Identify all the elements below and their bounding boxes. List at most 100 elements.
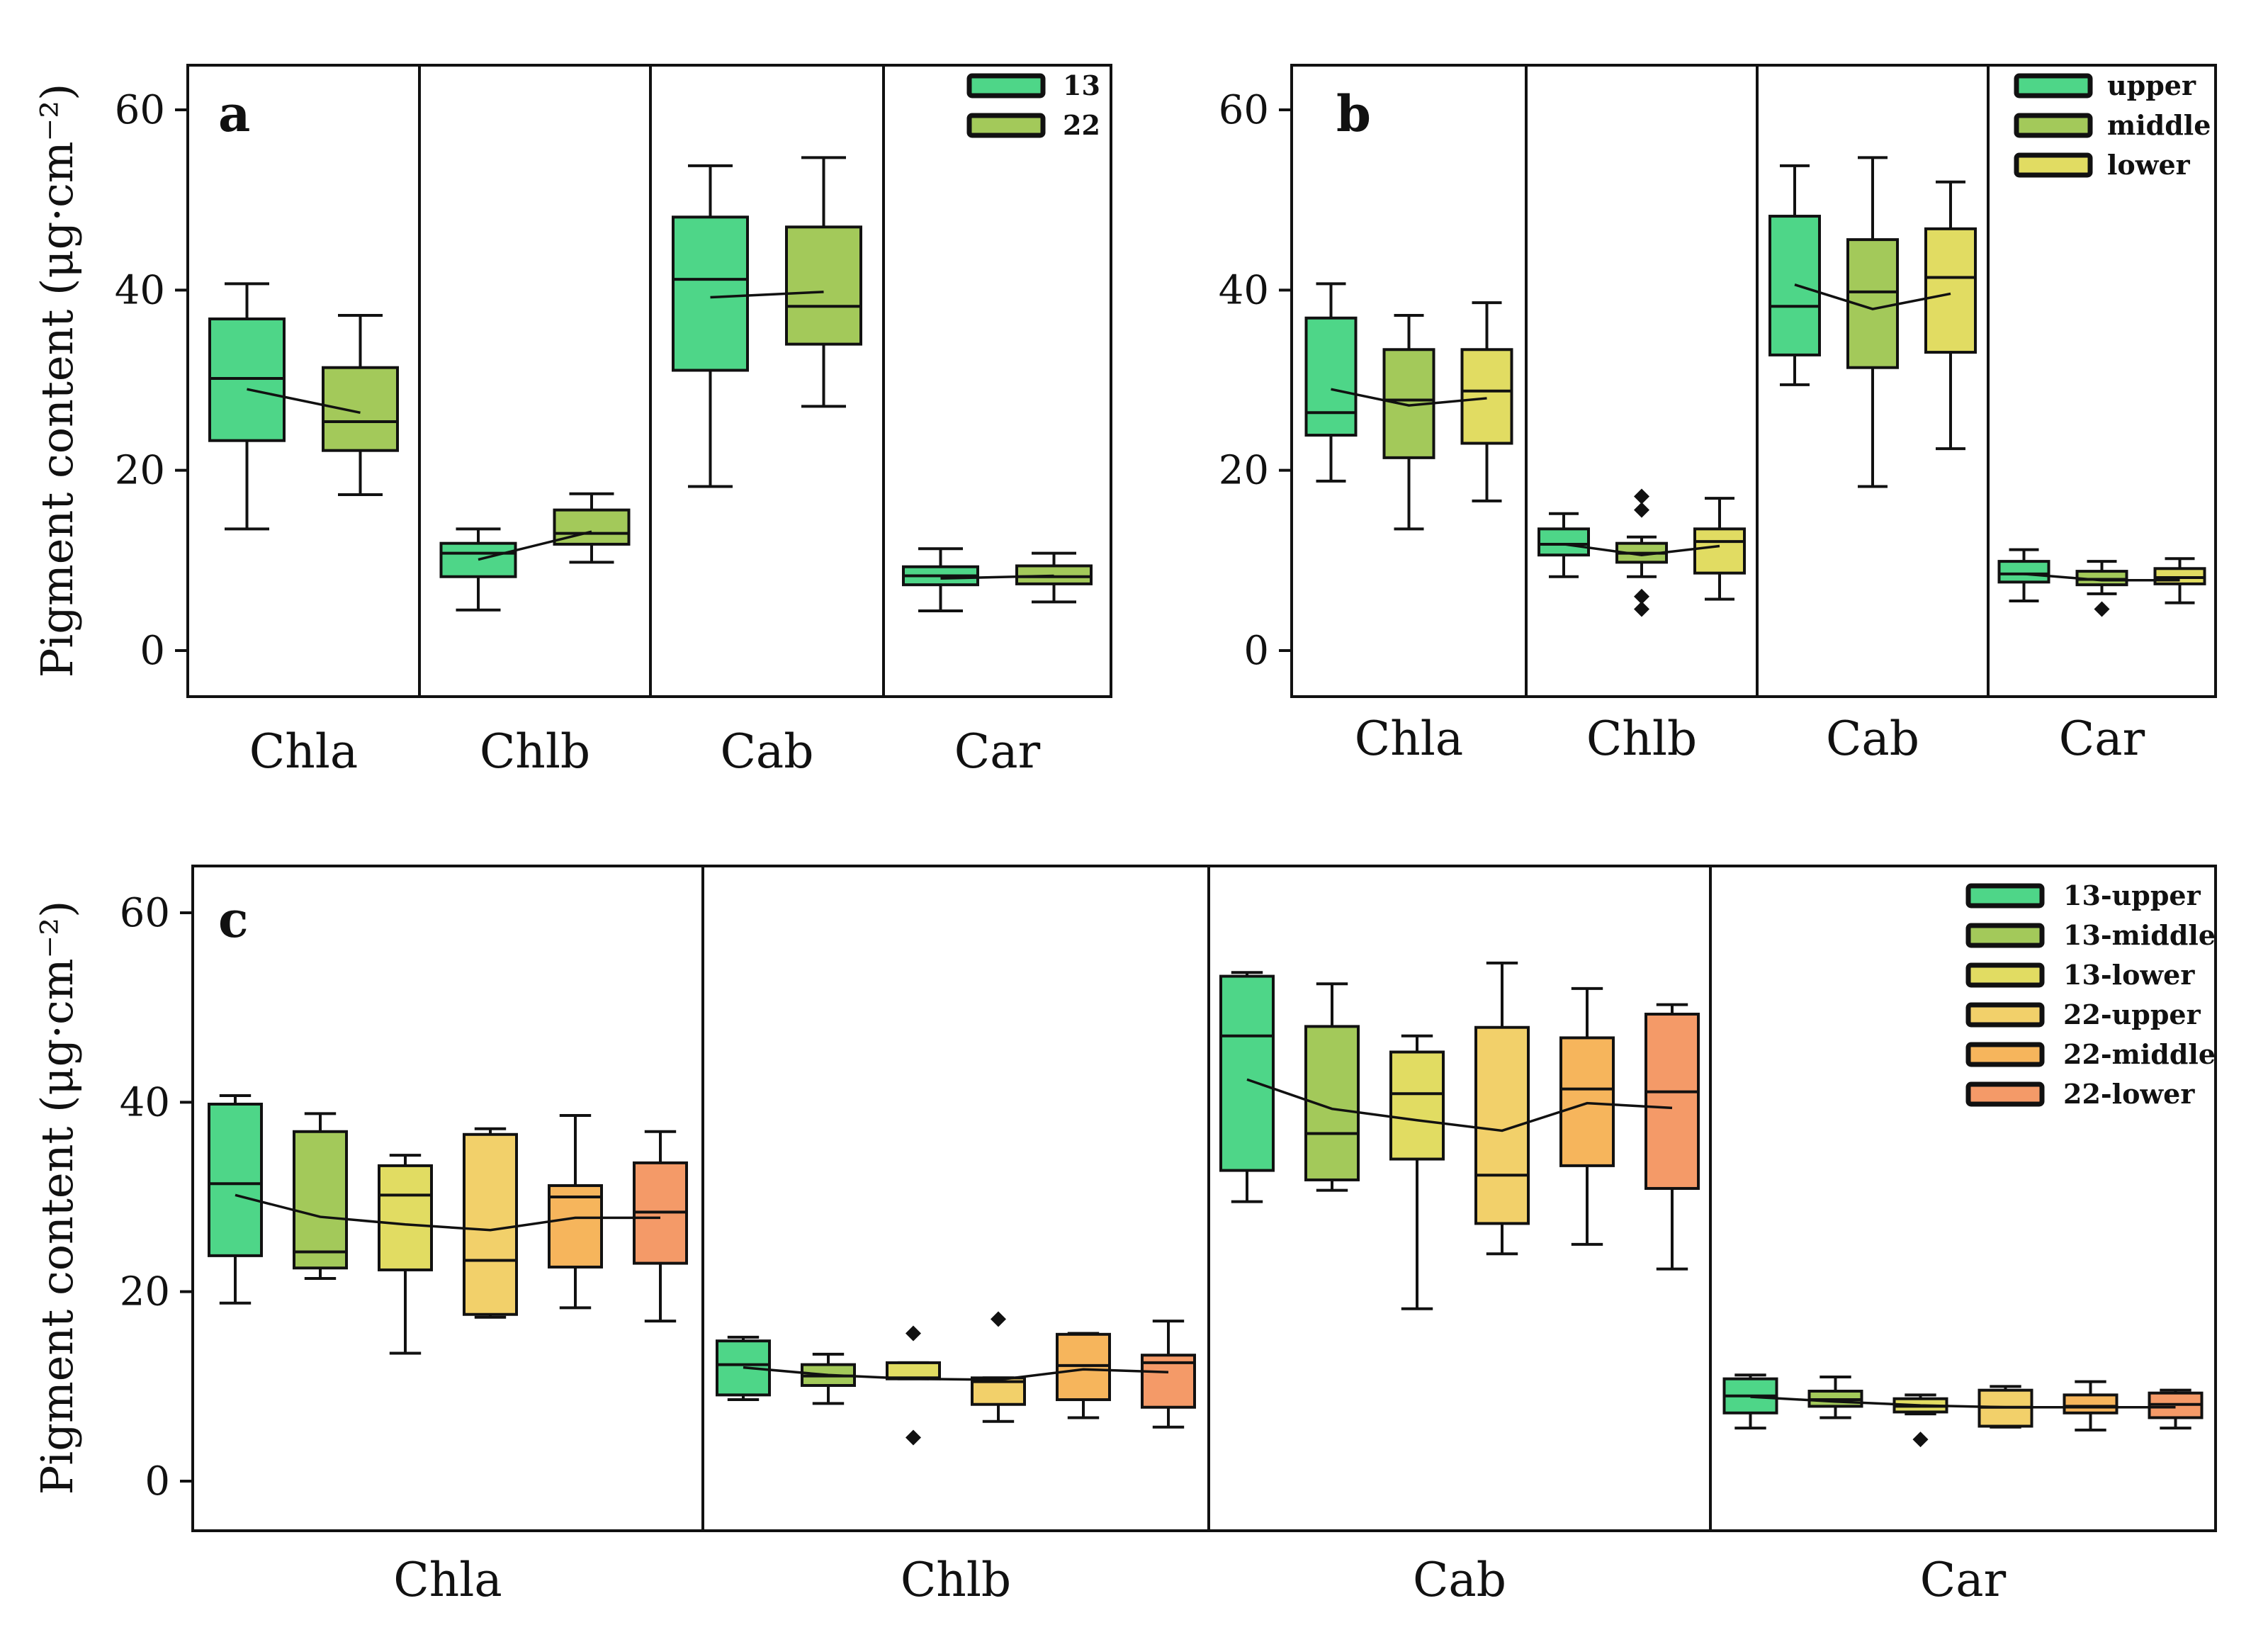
- y-tick-label: 60: [115, 87, 165, 133]
- outlier-point: [1634, 488, 1649, 505]
- panel-c: 0 20 40 60 Pigment content (μg·cm⁻²) c Chla Chl…: [31, 865, 2217, 1607]
- outlier-point: [1912, 1432, 1929, 1448]
- iqr-box: [1219, 974, 1275, 1172]
- category-label: Chla: [393, 1553, 502, 1607]
- box-22-lower: [2148, 1388, 2204, 1430]
- y-tick-label: 40: [120, 1079, 170, 1125]
- mean-line: [1794, 283, 1951, 310]
- category-label: Chlb: [901, 1553, 1011, 1607]
- legend-label: 22-upper: [2063, 999, 2201, 1030]
- iqr-box: [672, 215, 749, 372]
- box-13: [208, 282, 286, 531]
- category-group-chlb: Chlb: [716, 1311, 1196, 1607]
- y-tick-label: 20: [120, 1269, 170, 1315]
- mean-line: [2024, 573, 2180, 582]
- box-13: [672, 164, 749, 488]
- box-13-lower: [886, 1325, 941, 1446]
- box-13-middle: [1304, 982, 1360, 1192]
- box-lower: [2153, 557, 2206, 605]
- box-22-middle: [1056, 1332, 1111, 1419]
- box-22-lower: [633, 1130, 688, 1323]
- box-22-upper: [971, 1311, 1026, 1423]
- category-label: Chlb: [480, 724, 590, 779]
- y-tick-label: 20: [1219, 448, 1269, 494]
- category-group-car: Car: [902, 547, 1093, 779]
- mean-line: [1246, 1078, 1673, 1132]
- category-group-cab: Cab: [1219, 961, 1700, 1607]
- category-label: Chlb: [1586, 712, 1697, 766]
- box-13-lower: [1892, 1393, 1948, 1448]
- box-13-upper: [208, 1093, 263, 1305]
- legend-swatch: [2014, 113, 2093, 138]
- iqr-box: [1997, 560, 2050, 584]
- legend: upper middle lower: [2014, 69, 2211, 181]
- iqr-box: [293, 1130, 348, 1270]
- category-label: Chla: [1355, 712, 1463, 766]
- box-13-lower: [378, 1154, 433, 1355]
- mean-line: [478, 530, 592, 561]
- iqr-box: [1015, 564, 1093, 585]
- box-middle: [1382, 313, 1435, 531]
- legend-swatch: [2014, 152, 2093, 178]
- box-13-upper: [1722, 1373, 1778, 1430]
- box-13: [902, 547, 979, 613]
- legend-swatch: [1965, 923, 2045, 948]
- outlier-point: [905, 1325, 921, 1342]
- box-13-middle: [801, 1352, 856, 1405]
- category-label: Cab: [720, 724, 813, 779]
- box-middle: [2075, 560, 2128, 617]
- category-group-car: Car: [1997, 548, 2206, 766]
- y-tick-label: 20: [115, 448, 165, 494]
- y-tick-label: 60: [1219, 87, 1269, 133]
- box-22: [553, 492, 631, 564]
- box-lower: [1693, 497, 1746, 601]
- panel-letter: a: [218, 84, 250, 143]
- iqr-box: [208, 1103, 263, 1257]
- category-label: Cab: [1826, 712, 1919, 766]
- legend-swatch: [966, 73, 1046, 99]
- box-upper: [1997, 548, 2050, 603]
- y-tick-label: 40: [115, 267, 165, 313]
- legend-swatch: [966, 113, 1046, 138]
- legend-swatch: [2014, 73, 2093, 99]
- iqr-box: [1460, 348, 1513, 445]
- category-group-chla: Chla: [1304, 282, 1513, 766]
- box-22-middle: [1559, 986, 1615, 1246]
- legend-swatch: [1965, 1081, 2045, 1107]
- y-axis-title: Pigment content (μg·cm⁻²): [31, 84, 83, 678]
- legend-label: 22-middle: [2063, 1038, 2216, 1070]
- legend-label: 13-upper: [2063, 879, 2201, 911]
- box-13-upper: [1219, 971, 1275, 1203]
- category-group-cab: Cab: [672, 156, 862, 779]
- legend-swatch: [1965, 883, 2045, 909]
- y-tick-label: 60: [120, 890, 170, 936]
- iqr-box: [1924, 227, 1977, 354]
- legend-label: lower: [2107, 149, 2191, 181]
- category-label: Car: [954, 724, 1041, 779]
- mean-line: [743, 1366, 1169, 1381]
- y-tick-label: 0: [140, 628, 165, 674]
- legend-label: 22: [1063, 109, 1100, 141]
- box-13-middle: [293, 1112, 348, 1280]
- outlier-point: [991, 1311, 1006, 1327]
- box-lower: [1924, 180, 1977, 451]
- panel-a: 0 20 40 60 Pigment content (μg·cm⁻²) a Chla Chl…: [31, 64, 1112, 779]
- legend-label: 13: [1063, 69, 1100, 101]
- legend-label: 13-lower: [2063, 959, 2195, 991]
- mean-line: [1563, 543, 1720, 556]
- legend-swatch: [1965, 1042, 2045, 1067]
- iqr-box: [322, 366, 399, 452]
- category-label: Cab: [1413, 1553, 1506, 1607]
- legend-swatch: [1965, 962, 2045, 988]
- iqr-box: [463, 1132, 518, 1316]
- mean-line: [235, 1193, 660, 1232]
- category-group-cab: Cab: [1768, 156, 1977, 766]
- legend-label: 22-lower: [2063, 1078, 2195, 1110]
- legend-swatch: [1965, 1002, 2045, 1028]
- iqr-box: [439, 541, 517, 578]
- box-upper: [1768, 164, 1821, 386]
- outlier-point: [905, 1429, 921, 1446]
- y-tick-label: 40: [1219, 267, 1269, 313]
